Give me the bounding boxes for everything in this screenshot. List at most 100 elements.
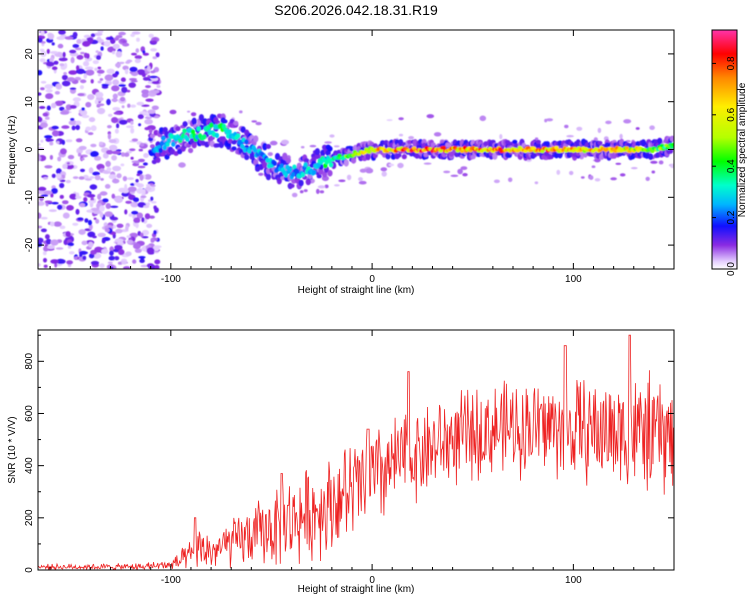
noise-cell [39,195,44,202]
snr-y-ticks: 0 200 400 600 800 [24,334,674,573]
ridge-cell [671,142,674,147]
noise-cell [47,138,54,142]
noise-cell [156,85,161,88]
noise-cell [85,178,92,181]
faint-cell [299,190,304,194]
noise-cell [120,152,126,157]
noise-cell [40,87,45,91]
noise-cell [57,43,64,49]
noise-cell [145,98,154,102]
noise-cell [139,174,144,181]
noise-cell [118,249,125,256]
noise-cell [115,228,123,234]
ridge-cell [272,160,277,166]
noise-cell [44,84,54,90]
ridge-cell [240,143,245,149]
noise-cell [97,73,101,77]
ridge-cell [235,133,241,139]
noise-cell [134,248,142,253]
noise-cell [59,182,65,189]
noise-cell [44,200,53,204]
faint-cell [398,133,404,137]
faint-cell [546,118,553,122]
noise-cell [88,200,96,204]
noise-cell [61,80,71,87]
noise-cell [140,264,148,268]
ridge-halo-cell [188,147,194,154]
noise-cell [84,218,89,223]
noise-cell [119,96,126,102]
faint-cell [576,126,583,131]
noise-cell [76,39,82,44]
noise-cell [144,213,151,220]
x-tick-label: 100 [565,274,582,285]
ridge-cell [196,126,201,132]
ridge-halo-cell [149,133,156,139]
noise-cell [151,201,157,204]
noise-cell [116,173,122,179]
noise-cell [125,200,132,204]
noise-cell [124,68,129,75]
noise-cell [38,212,42,219]
noise-cell [70,56,75,64]
noise-cell [78,250,88,255]
faint-cell [499,134,503,140]
noise-cell [44,165,53,169]
noise-cell [56,141,60,144]
ridge-halo-cell [351,157,357,164]
ridge-halo-cell [262,160,268,169]
colorbar-ticks: 0.0 0.2 0.4 0.6 0.8 [712,56,737,276]
faint-cell [594,178,601,182]
noise-cell [43,190,53,195]
ridge-halo-cell [512,139,518,144]
ridge-halo-cell [541,154,547,160]
ridge-halo-cell [298,179,304,187]
ridge-cell [202,134,207,140]
noise-cell [131,52,137,56]
noise-cell [136,187,144,194]
noise-cell [143,153,149,158]
noise-cell [111,150,121,155]
noise-cell [153,205,157,210]
noise-cell [66,77,76,82]
noise-cell [107,36,114,40]
ridge-halo-cell [535,139,541,145]
faint-cell [346,174,352,181]
faint-cell [566,135,574,138]
y-tick-label: -20 [24,237,35,252]
noise-cell [136,173,141,177]
faint-cell [239,110,243,114]
ridge-cell [244,139,249,145]
spectrogram-y-label: Frequency (Hz) [7,116,18,185]
noise-cell [63,72,67,75]
noise-cell [72,44,80,48]
noise-cell [104,74,114,81]
noise-cell [147,125,156,131]
ridge-halo-cell [191,142,197,149]
noise-cell [121,105,125,109]
noise-cell [145,186,152,191]
noise-cell [59,194,64,199]
noise-cell [77,93,85,97]
faint-cell [433,132,442,137]
ridge-halo-cell [648,153,654,160]
noise-cell [59,63,65,67]
noise-cell [48,209,57,213]
ridge-halo-cell [303,158,310,163]
noise-cell [40,80,47,84]
snr-frame [37,329,675,571]
ridge-halo-cell [289,183,295,188]
noise-cell [129,71,133,74]
ridge-halo-cell [401,154,407,160]
noise-cell [120,163,125,167]
noise-cell [87,209,93,213]
faint-cell [381,171,387,177]
noise-cell [40,30,45,36]
noise-cell [140,257,145,261]
noise-cell [111,85,120,92]
noise-cell [87,94,95,100]
noise-cell [88,224,93,231]
noise-cell [106,167,112,172]
noise-cell [108,174,117,180]
noise-cell [138,123,142,127]
